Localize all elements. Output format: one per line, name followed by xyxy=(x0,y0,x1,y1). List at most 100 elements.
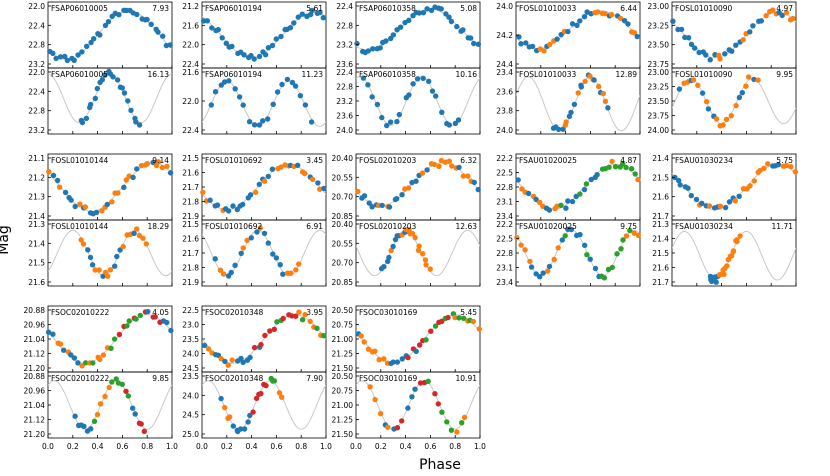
data-point xyxy=(740,37,746,43)
y-tick-label: 22.4 xyxy=(28,21,45,30)
data-point xyxy=(302,311,308,318)
data-point xyxy=(470,318,476,325)
period-label: 3.45 xyxy=(306,156,323,165)
data-point xyxy=(240,102,246,108)
data-point xyxy=(635,232,641,239)
data-point xyxy=(417,342,423,348)
data-point xyxy=(565,28,571,35)
data-point xyxy=(141,428,147,434)
data-point xyxy=(221,79,228,85)
data-point xyxy=(475,186,481,193)
data-point xyxy=(376,357,382,363)
data-point xyxy=(381,356,387,362)
data-point xyxy=(271,326,277,332)
data-point xyxy=(699,200,705,206)
data-point xyxy=(602,11,608,17)
data-point xyxy=(609,264,615,271)
y-tick-label: 23.50 xyxy=(648,41,670,50)
data-point xyxy=(551,256,557,263)
star-id-label: FOSL01010090 xyxy=(675,70,733,79)
data-point xyxy=(121,184,127,190)
data-point xyxy=(159,164,165,171)
y-tick-label: 23.25 xyxy=(648,83,670,92)
data-point xyxy=(750,23,756,29)
data-point xyxy=(747,183,753,189)
data-point xyxy=(412,234,418,241)
y-tick-label: 23.2 xyxy=(336,41,353,50)
data-point xyxy=(428,328,434,334)
y-tick-label: 21.12 xyxy=(24,416,46,425)
period-label: 6.91 xyxy=(306,222,323,231)
star-id-label: FSOC02010222 xyxy=(51,374,109,383)
data-point xyxy=(102,72,108,78)
data-point xyxy=(390,243,396,250)
data-point xyxy=(309,7,315,14)
data-point xyxy=(730,248,737,254)
data-point xyxy=(581,14,588,20)
data-point xyxy=(618,246,624,252)
y-tick-label: 22.5 xyxy=(496,169,513,178)
data-point xyxy=(130,405,136,411)
panel-frame xyxy=(47,67,173,135)
star-id-label: FOSL02010203 xyxy=(359,156,417,165)
data-point xyxy=(525,190,532,197)
y-tick-label: 22.4 xyxy=(336,2,353,11)
data-point xyxy=(302,102,309,108)
data-point xyxy=(89,262,96,268)
data-point xyxy=(452,314,458,321)
data-point xyxy=(152,314,158,320)
data-point xyxy=(155,159,162,165)
data-point xyxy=(240,245,246,251)
data-point xyxy=(361,339,367,345)
data-point xyxy=(775,162,782,168)
y-tick-label: 22.8 xyxy=(28,41,45,50)
y-tick-label: 22.4 xyxy=(336,68,353,77)
y-tick-label: 23.00 xyxy=(648,2,670,11)
data-point xyxy=(124,323,130,329)
data-point xyxy=(99,77,106,83)
period-label: 6.44 xyxy=(620,4,637,13)
data-point xyxy=(227,414,233,420)
period-label: 10.91 xyxy=(456,374,478,383)
data-point xyxy=(209,25,215,31)
data-point xyxy=(432,391,438,397)
star-id-label: FSAP06010194 xyxy=(205,4,262,13)
data-point xyxy=(620,237,626,243)
data-point xyxy=(218,395,224,402)
data-point xyxy=(140,235,146,241)
data-point xyxy=(75,52,81,58)
data-point xyxy=(360,75,367,81)
data-point xyxy=(253,395,260,402)
data-point xyxy=(396,111,402,118)
y-tick-label: 21.20 xyxy=(24,430,46,439)
data-point xyxy=(602,98,609,105)
data-point xyxy=(745,74,752,80)
data-point xyxy=(138,421,144,427)
data-point xyxy=(381,264,387,270)
data-point xyxy=(265,173,271,180)
data-point xyxy=(201,342,208,349)
data-point xyxy=(287,25,294,31)
y-tick-label: 24.0 xyxy=(496,2,513,11)
data-point xyxy=(600,90,606,97)
star-id-label: FSAU01030234 xyxy=(675,222,733,231)
y-tick-label: 23.6 xyxy=(336,112,353,121)
data-point xyxy=(439,409,445,415)
x-tick-label: 0.8 xyxy=(449,442,461,451)
y-tick-label: 21.00 xyxy=(332,401,354,410)
data-point xyxy=(420,251,426,257)
data-point xyxy=(582,242,588,248)
y-tick-label: 23.75 xyxy=(648,60,670,69)
data-point xyxy=(577,191,583,197)
data-point xyxy=(518,41,524,47)
data-point xyxy=(707,57,713,63)
star-id-label: FSOC03010169 xyxy=(359,374,417,383)
y-tick-label: 21.5 xyxy=(28,259,45,268)
data-point xyxy=(80,241,87,247)
data-point xyxy=(296,309,302,315)
data-point xyxy=(50,331,56,337)
data-point xyxy=(270,251,276,257)
model-curve xyxy=(356,76,480,126)
data-point xyxy=(90,360,96,366)
data-point xyxy=(87,254,94,261)
